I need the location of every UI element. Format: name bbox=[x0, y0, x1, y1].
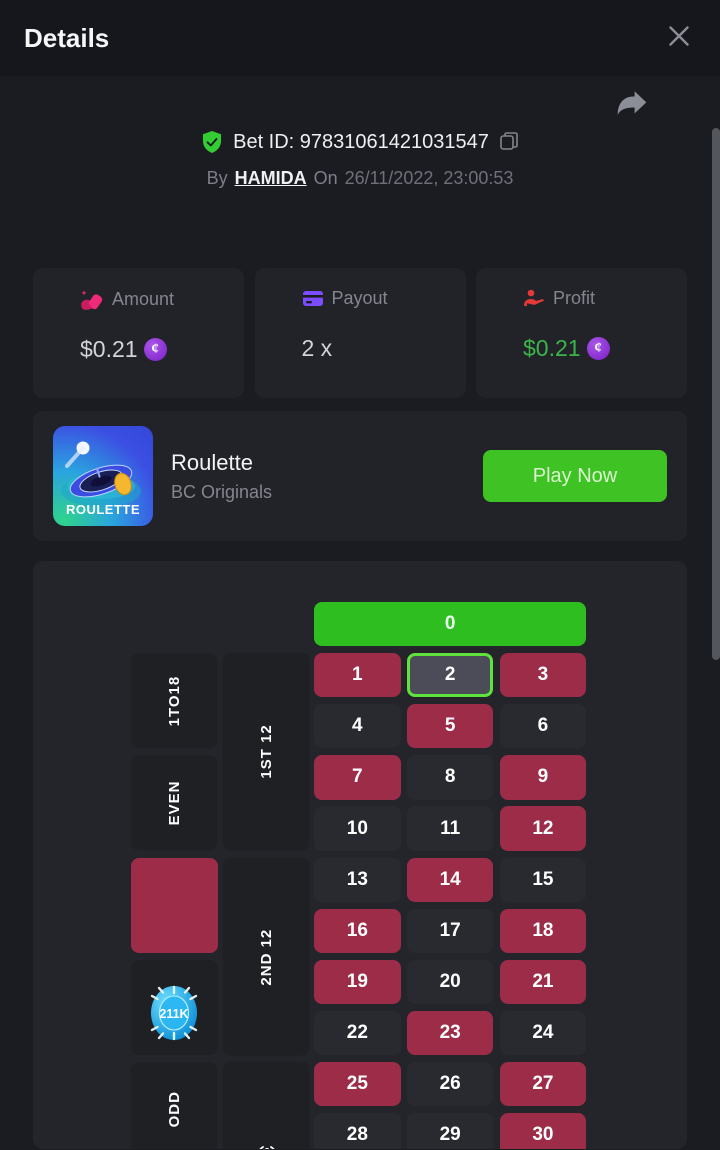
svg-text:211K: 211K bbox=[160, 1007, 189, 1021]
svg-text:ROULETTE: ROULETTE bbox=[66, 502, 140, 517]
